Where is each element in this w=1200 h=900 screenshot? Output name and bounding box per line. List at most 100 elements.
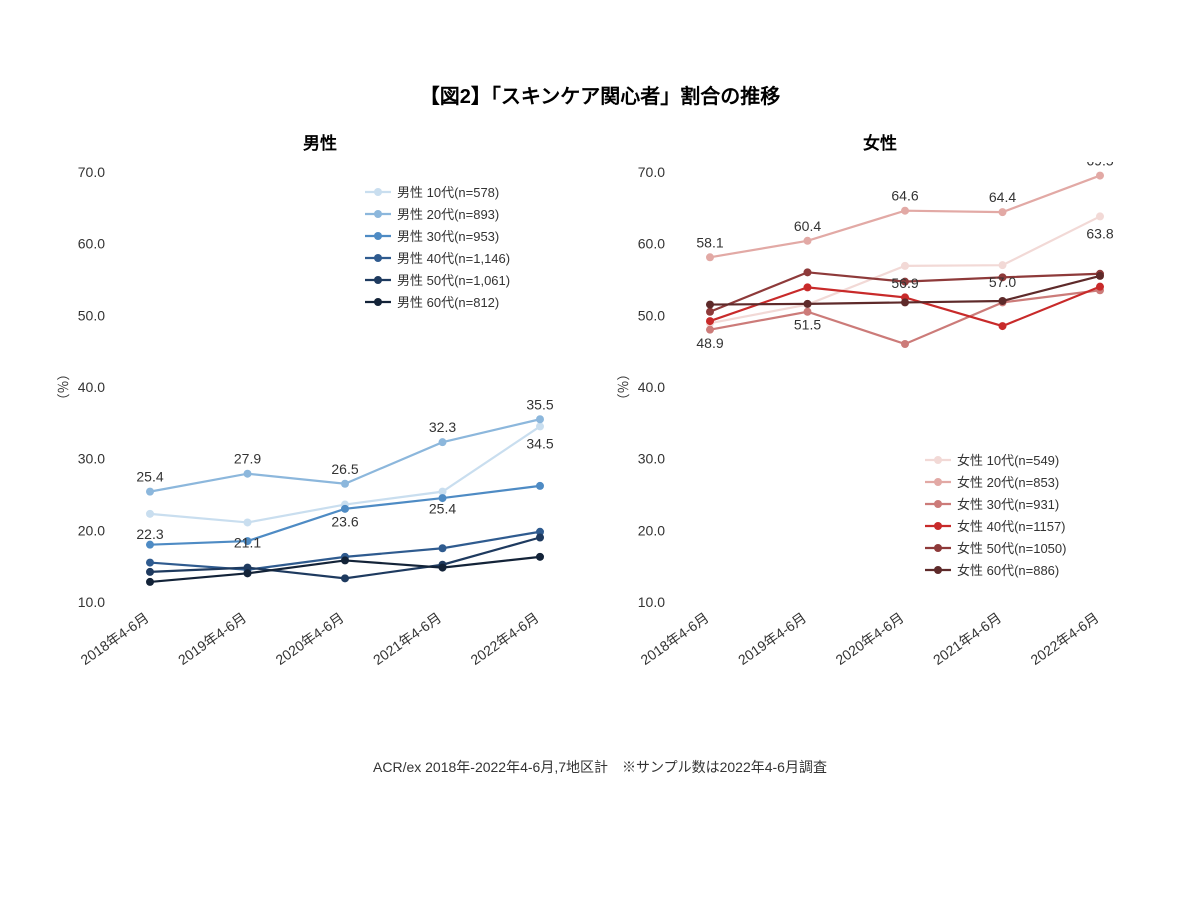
legend-marker [934,456,942,464]
series-marker [901,298,909,306]
series-marker [706,253,714,261]
x-tick-label: 2020年4-6月 [273,609,347,668]
figure-container: 【図2】「スキンケア関心者」割合の推移 男性 10.020.030.040.05… [0,0,1200,900]
legend-marker [934,500,942,508]
y-tick-label: 40.0 [78,379,105,395]
series-marker [536,422,544,430]
legend-marker [374,298,382,306]
chart-female: 10.020.030.040.050.060.070.0（％）2018年4-6月… [610,162,1150,722]
legend-label: 男性 40代(n=1,146) [397,251,510,266]
data-label: 27.9 [234,451,261,467]
series-marker [999,322,1007,330]
panel-male: 男性 10.020.030.040.050.060.070.0（％）2018年4… [50,129,590,727]
y-axis-label: （％） [616,367,631,406]
y-tick-label: 60.0 [78,236,105,252]
x-tick-label: 2021年4-6月 [930,609,1004,668]
data-label: 63.8 [1086,225,1113,241]
y-tick-label: 10.0 [638,594,665,610]
series-marker [999,208,1007,216]
x-tick-label: 2019年4-6月 [175,609,249,668]
series-marker [999,297,1007,305]
series-marker [536,553,544,561]
legend-label: 女性 50代(n=1050) [957,541,1066,556]
panel-female: 女性 10.020.030.040.050.060.070.0（％）2018年4… [610,129,1150,727]
y-tick-label: 30.0 [78,451,105,467]
x-tick-label: 2022年4-6月 [468,609,542,668]
series-marker [439,544,447,552]
series-marker [536,482,544,490]
legend-marker [934,566,942,574]
series-marker [146,541,154,549]
panel-male-title: 男性 [50,129,590,154]
series-marker [341,505,349,513]
data-label: 22.3 [136,526,163,542]
series-marker [1096,272,1104,280]
legend-label: 女性 40代(n=1157) [957,519,1066,534]
y-tick-label: 20.0 [78,522,105,538]
series-marker [341,556,349,564]
y-tick-label: 50.0 [638,307,665,323]
series-marker [804,237,812,245]
series-marker [341,480,349,488]
y-axis-label: （％） [56,367,71,406]
footer-note: ACR/ex 2018年-2022年4-6月,7地区計 ※サンプル数は2022年… [0,757,1200,777]
legend-label: 女性 20代(n=853) [957,475,1059,490]
data-label: 64.6 [891,188,918,204]
legend-marker [374,188,382,196]
series-marker [804,268,812,276]
y-tick-label: 40.0 [638,379,665,395]
legend-label: 女性 30代(n=931) [957,497,1059,512]
x-tick-label: 2020年4-6月 [833,609,907,668]
series-marker [244,518,252,526]
x-tick-label: 2022年4-6月 [1028,609,1102,668]
data-label: 69.5 [1086,162,1113,169]
series-marker [341,574,349,582]
series-marker [901,340,909,348]
data-label: 48.9 [696,335,723,351]
legend-marker [934,544,942,552]
series-marker [706,326,714,334]
series-marker [146,559,154,567]
data-label: 26.5 [331,461,358,477]
legend-label: 男性 20代(n=893) [397,207,499,222]
series-marker [439,438,447,446]
legend-label: 男性 10代(n=578) [397,185,499,200]
data-label: 32.3 [429,419,456,435]
series-marker [901,207,909,215]
data-label: 57.0 [989,274,1016,290]
x-tick-label: 2018年4-6月 [638,609,712,668]
series-marker [804,283,812,291]
series-marker [536,534,544,542]
y-tick-label: 20.0 [638,522,665,538]
charts-row: 男性 10.0 20.0 30.0 40.0 50.0 60.0 70.0 （％） 2018年4… [0,129,1200,727]
series-marker [244,569,252,577]
x-tick-label: 2019年4-6月 [735,609,809,668]
series-marker [999,261,1007,269]
legend-label: 男性 60代(n=812) [397,295,499,310]
x-tick-label: 2021年4-6月 [370,609,444,668]
series-marker [706,308,714,316]
data-label: 21.1 [234,534,261,550]
data-label: 51.5 [794,317,821,333]
series-marker [146,510,154,518]
legend-marker [374,232,382,240]
legend-label: 女性 60代(n=886) [957,563,1059,578]
data-label: 64.4 [989,189,1016,205]
legend-marker [374,276,382,284]
series-marker [1096,283,1104,291]
legend-marker [934,478,942,486]
legend-marker [934,522,942,530]
legend-marker [374,254,382,262]
legend-marker [374,210,382,218]
series-marker [536,415,544,423]
data-label: 25.4 [429,501,456,517]
y-tick-label: 70.0 [638,164,665,180]
y-tick-label: 60.0 [638,236,665,252]
panel-female-title: 女性 [610,129,1150,154]
series-marker [146,578,154,586]
series-marker [706,301,714,309]
data-label: 35.5 [526,396,553,412]
series-marker [244,470,252,478]
x-tick-label: 2018年4-6月 [78,609,152,668]
legend-label: 男性 50代(n=1,061) [397,273,510,288]
